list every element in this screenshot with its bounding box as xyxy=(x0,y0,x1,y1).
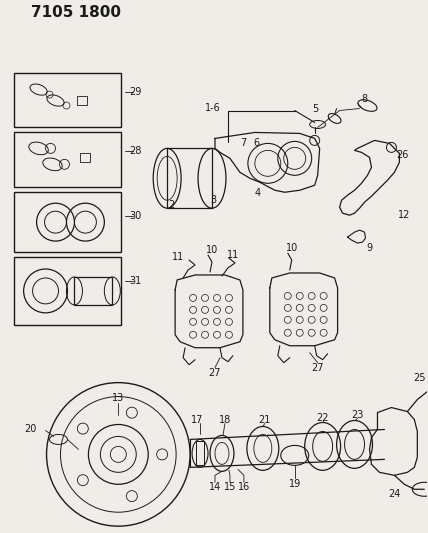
Text: 30: 30 xyxy=(129,211,141,221)
Text: 28: 28 xyxy=(129,147,141,156)
Bar xyxy=(14,72,121,127)
Text: 21: 21 xyxy=(259,415,271,424)
Text: 14: 14 xyxy=(209,482,221,492)
Text: 12: 12 xyxy=(398,210,410,220)
Text: 19: 19 xyxy=(288,479,301,489)
Bar xyxy=(80,154,90,163)
Text: 4: 4 xyxy=(255,188,261,198)
Bar xyxy=(14,192,121,252)
Text: 15: 15 xyxy=(224,482,236,492)
Bar xyxy=(196,441,204,465)
Text: 20: 20 xyxy=(24,424,37,434)
Text: 1-6: 1-6 xyxy=(205,102,221,112)
Bar xyxy=(167,148,212,208)
Text: 13: 13 xyxy=(112,393,125,402)
Text: 18: 18 xyxy=(219,415,231,424)
Text: 9: 9 xyxy=(366,243,372,253)
Text: 11: 11 xyxy=(227,250,239,260)
Text: 29: 29 xyxy=(129,86,141,96)
Text: 25: 25 xyxy=(413,373,425,383)
Text: 10: 10 xyxy=(285,243,298,253)
Text: 24: 24 xyxy=(388,489,401,499)
Bar xyxy=(14,132,121,187)
Bar xyxy=(14,257,121,325)
Text: 11: 11 xyxy=(172,252,184,262)
Text: 27: 27 xyxy=(312,362,324,373)
Text: 22: 22 xyxy=(316,413,329,423)
Text: 16: 16 xyxy=(238,482,250,492)
Text: 10: 10 xyxy=(206,245,218,255)
Text: 8: 8 xyxy=(362,94,368,103)
Bar xyxy=(77,95,87,104)
Text: 26: 26 xyxy=(396,150,409,160)
Text: 2: 2 xyxy=(168,200,174,210)
Text: 3: 3 xyxy=(210,195,216,205)
Text: 17: 17 xyxy=(191,415,203,424)
Text: 7: 7 xyxy=(240,139,246,148)
Text: 31: 31 xyxy=(129,276,141,286)
Text: 27: 27 xyxy=(209,368,221,378)
Text: 7105 1800: 7105 1800 xyxy=(30,5,121,20)
Text: 6: 6 xyxy=(254,139,260,148)
Text: 23: 23 xyxy=(351,409,364,419)
Text: 5: 5 xyxy=(312,103,319,114)
Bar xyxy=(74,277,112,305)
